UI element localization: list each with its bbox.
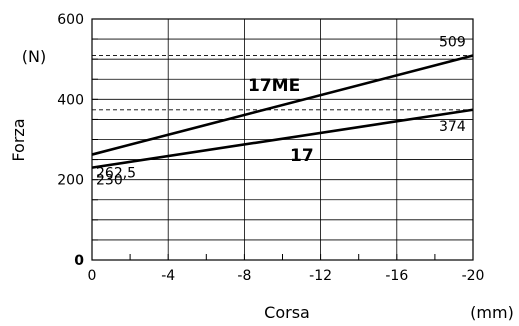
minor-ticks (91, 18, 474, 261)
x-tick-label: 0 (88, 268, 97, 284)
series-line-17 (91, 108, 474, 169)
y-tick-label: 0 (74, 253, 84, 269)
x-tick-label: -8 (237, 268, 251, 284)
x-tick-label: -16 (385, 268, 408, 284)
x-tick-label: -12 (309, 268, 332, 284)
x-axis-title: Corsa (264, 303, 310, 322)
value-annotation: 230 (96, 173, 123, 189)
y-tick-label: 400 (57, 92, 84, 108)
y-tick-label: 200 (57, 173, 84, 189)
series-lines: 17ME 17 (91, 54, 474, 169)
value-annotation: 509 (439, 35, 466, 51)
x-tick-label: -4 (161, 268, 175, 284)
annotations: 509 262,5 374 230 (96, 35, 466, 189)
tick-labels: 0 -4 -8 -12 -16 -20 0 200 400 600 (57, 12, 484, 284)
reference-lines (92, 55, 473, 111)
series-line-17me (91, 54, 474, 156)
y-axis-unit: (N) (22, 47, 46, 66)
series-label-17: 17 (290, 146, 314, 166)
value-annotation: 374 (439, 119, 466, 135)
x-axis-unit: (mm) (470, 303, 514, 322)
x-tick-label: -20 (462, 268, 485, 284)
value-annotation: 262,5 (96, 166, 136, 182)
y-axis-title: Forza (9, 118, 28, 161)
series-label-17me: 17ME (248, 76, 300, 96)
y-tick-label: 600 (57, 12, 84, 28)
